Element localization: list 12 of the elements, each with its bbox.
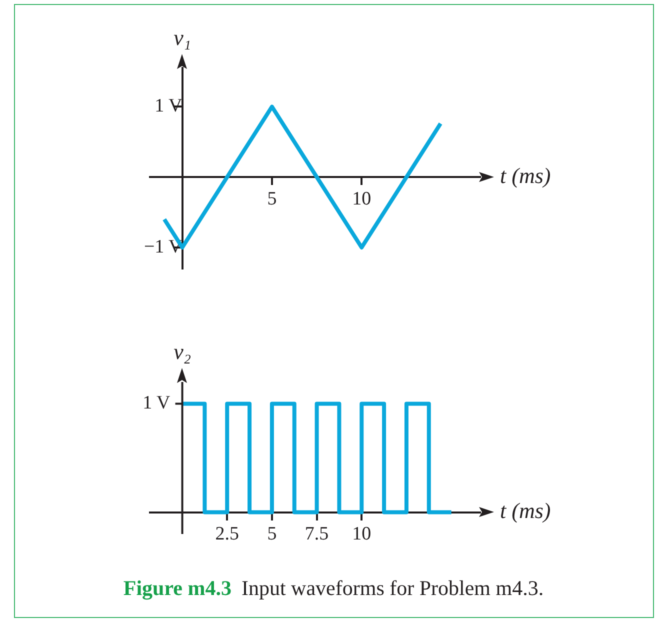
x-tick-label: 7.5: [304, 524, 329, 545]
x-tick-label: 5: [267, 524, 277, 545]
caption: Figure m4.3: [123, 576, 232, 600]
text: Input waveforms for Problem m4.3.: [241, 576, 544, 600]
x-tick-label: 10: [352, 524, 372, 545]
x-tick-label: 10: [352, 188, 372, 210]
y-axis-title: v₂: [174, 338, 192, 364]
x-tick-label: 2.5: [215, 524, 239, 545]
x-tick-label: 5: [267, 188, 277, 210]
y-axis-title: v₁: [174, 24, 191, 50]
x-axis-title: t (ms): [500, 498, 551, 524]
x-axis-title: t (ms): [500, 162, 551, 188]
